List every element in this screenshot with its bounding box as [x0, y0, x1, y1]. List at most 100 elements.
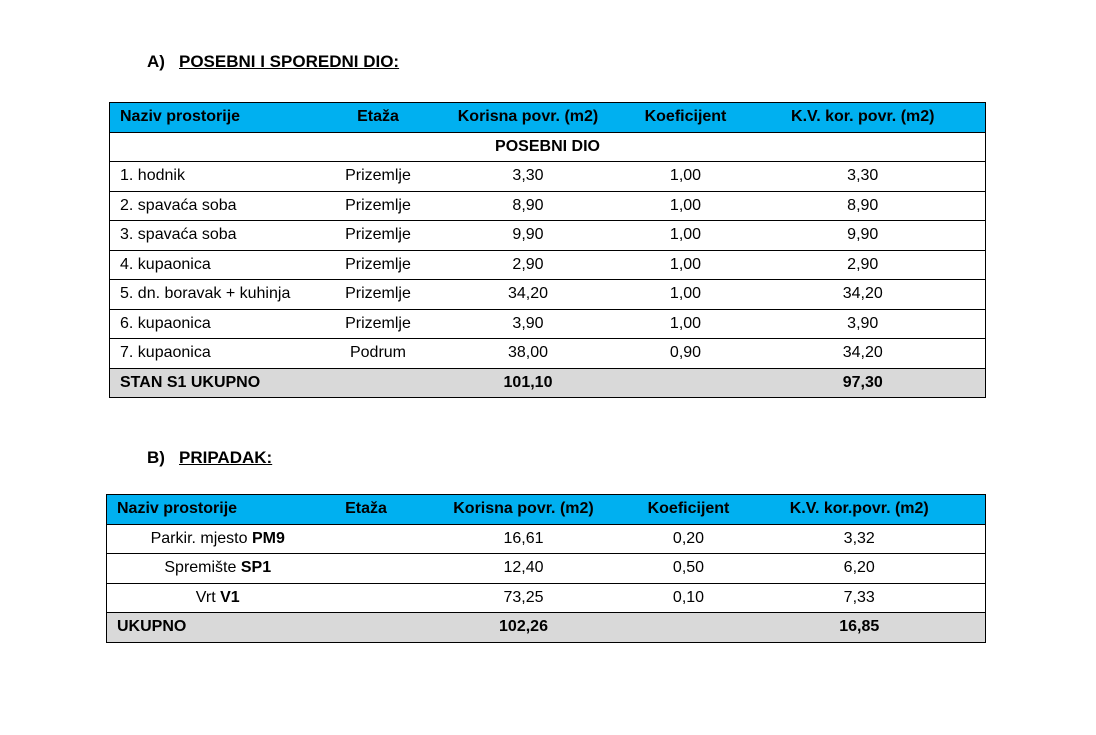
cell-text: K.V. kor.povr. (m2): [789, 500, 929, 518]
cell-text: 0,10: [672, 588, 705, 606]
cell: 97,30: [740, 367, 986, 398]
cell: POSEBNI DIO: [109, 131, 986, 162]
cell: 102,26: [403, 612, 644, 643]
cell: 0,50: [643, 553, 734, 584]
cell-text: 3,90: [847, 314, 879, 332]
cell: 3,90: [740, 308, 986, 339]
row-row: 7. kupaonica Podrum 38,00 0,90 34,20: [109, 338, 986, 369]
row-row: 6. kupaonica Prizemlje 3,90 1,00 3,90: [109, 308, 986, 339]
cell: UKUPNO: [106, 612, 329, 643]
cell: K.V. kor.povr. (m2): [733, 494, 986, 525]
cell-text: 2. spavaća soba: [120, 196, 237, 214]
cell-text: V1: [220, 588, 240, 606]
cell: Podrum: [330, 338, 426, 369]
row-row: Parkir. mjesto PM9 16,61 0,20 3,32: [106, 523, 986, 554]
cell: 4. kupaonica: [109, 249, 331, 280]
cell-text: 0,90: [669, 344, 702, 362]
cell: 1,00: [630, 279, 741, 310]
cell-text: 0,20: [672, 529, 705, 547]
cell-text: Etaža: [345, 500, 387, 518]
cell: 3,30: [740, 161, 986, 192]
cell-text: 1,00: [669, 314, 702, 332]
cell-text: Korisna povr. (m2): [453, 500, 594, 518]
cell-text: Spremište: [164, 559, 237, 577]
cell: Etaža: [328, 494, 404, 525]
cell-text: 102,26: [499, 618, 548, 636]
cell: 6. kupaonica: [109, 308, 331, 339]
cell: [330, 367, 426, 398]
cell: Koeficijent: [630, 102, 741, 133]
cell: 1,00: [630, 220, 741, 251]
cell-text: Parkir. mjesto: [150, 529, 248, 547]
section-label: A): [147, 52, 165, 71]
cell: [630, 367, 741, 398]
cell: 3. spavaća soba: [109, 220, 331, 251]
cell-text: 101,10: [503, 373, 553, 391]
cell-text: 0,50: [672, 559, 705, 577]
head-row: Naziv prostorije Etaža Korisna povr. (m2) K…: [106, 494, 986, 525]
cell-text: 3,30: [512, 167, 544, 185]
total-row: UKUPNO 102,26 16,85: [106, 612, 986, 643]
cell: [328, 612, 404, 643]
cell: 2,90: [740, 249, 986, 280]
row-row: Vrt V1 73,25 0,10 7,33: [106, 582, 986, 613]
cell: Naziv prostorije: [109, 102, 331, 133]
cell-text: Etaža: [357, 108, 399, 126]
cell-text: 1,00: [669, 196, 702, 214]
cell-text: 34,20: [842, 344, 883, 362]
cell: Prizemlje: [330, 220, 426, 251]
cell-text: 34,20: [507, 285, 549, 303]
cell: Naziv prostorije: [106, 494, 329, 525]
cell: 8,90: [425, 190, 631, 221]
cell: 34,20: [425, 279, 631, 310]
cell-text: Korisna povr. (m2): [457, 108, 599, 126]
cell: 16,61: [403, 523, 644, 554]
row-row: 1. hodnik Prizemlje 3,30 1,00 3,30: [109, 161, 986, 192]
cell: Korisna povr. (m2): [403, 494, 644, 525]
cell-text: 3,30: [847, 167, 879, 185]
total-row: STAN S1 UKUPNO 101,10 97,30: [109, 367, 986, 398]
cell: 1,00: [630, 308, 741, 339]
cell: Prizemlje: [330, 249, 426, 280]
cell: 7,33: [733, 582, 986, 613]
cell: 12,40: [403, 553, 644, 584]
cell: 34,20: [740, 279, 986, 310]
cell-text: 2,90: [847, 255, 879, 273]
cell-text: 1. hodnik: [120, 167, 185, 185]
cell-text: 9,90: [847, 226, 879, 244]
cell-text: 1,00: [669, 255, 702, 273]
cell-text: K.V. kor. povr. (m2): [791, 108, 935, 126]
cell-text: 2,90: [512, 255, 544, 273]
cell: 73,25: [403, 582, 644, 613]
cell: Prizemlje: [330, 190, 426, 221]
cell: [328, 523, 404, 554]
cell-text: 3. spavaća soba: [120, 226, 237, 244]
cell-text: Prizemlje: [345, 314, 411, 332]
cell-text: Prizemlje: [345, 226, 411, 244]
cell-text: 8,90: [847, 196, 879, 214]
cell: Parkir. mjesto PM9: [106, 523, 329, 554]
cell-text: Prizemlje: [345, 167, 411, 185]
row-row: 3. spavaća soba Prizemlje 9,90 1,00 9,90: [109, 220, 986, 251]
cell: 38,00: [425, 338, 631, 369]
cell-text: 3,32: [843, 529, 875, 547]
section-title: PRIPADAK:: [179, 448, 273, 467]
cell: 3,32: [733, 523, 986, 554]
cell-text: Prizemlje: [345, 196, 411, 214]
cell: Prizemlje: [330, 279, 426, 310]
row-row: 4. kupaonica Prizemlje 2,90 1,00 2,90: [109, 249, 986, 280]
cell-text: Prizemlje: [345, 255, 411, 273]
cell-text: 1,00: [669, 167, 702, 185]
cell: 0,20: [643, 523, 734, 554]
row-row: Spremište SP1 12,40 0,50 6,20: [106, 553, 986, 584]
cell: 1,00: [630, 161, 741, 192]
cell-text: 5. dn. boravak + kuhinja: [120, 285, 291, 303]
cell-text: 8,90: [512, 196, 544, 214]
cell: 8,90: [740, 190, 986, 221]
cell: 5. dn. boravak + kuhinja: [109, 279, 331, 310]
cell: 3,90: [425, 308, 631, 339]
cell: STAN S1 UKUPNO: [109, 367, 331, 398]
head-row: Naziv prostorije Etaža Korisna povr. (m2) K…: [109, 102, 986, 133]
cell-text: PM9: [251, 529, 285, 547]
